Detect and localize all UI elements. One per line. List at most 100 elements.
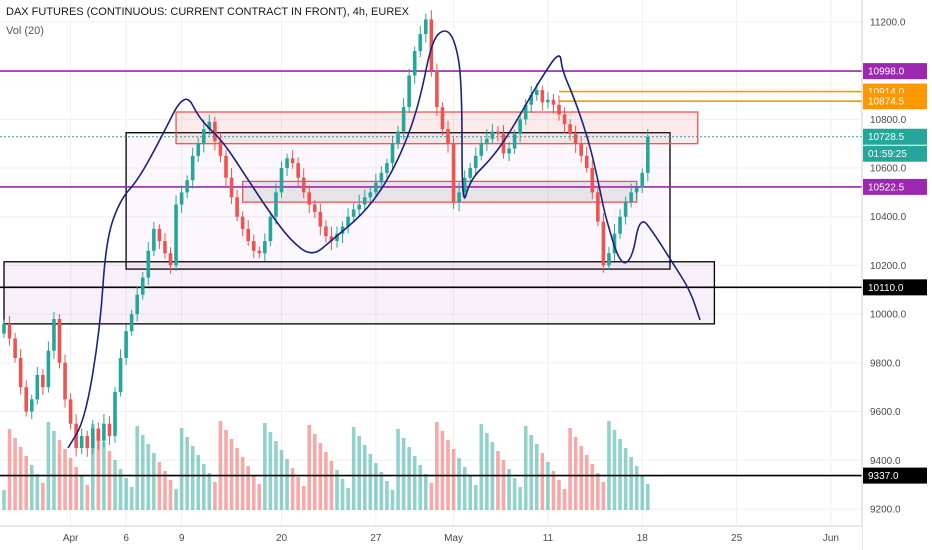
candle-body [451, 143, 456, 203]
volume-bar [468, 476, 472, 510]
volume-legend[interactable]: Vol (20) [6, 25, 44, 37]
volume-bar [74, 467, 78, 510]
zone-rectangle [241, 180, 638, 203]
volume-bar [507, 469, 511, 510]
candle-body [396, 131, 400, 144]
volume-bar [551, 471, 556, 510]
candle-body [385, 163, 389, 173]
zone-rectangle [175, 111, 699, 145]
volume-bar [146, 444, 151, 510]
time-axis[interactable]: Apr 6 9 20 27 May 11 18 25 Jun [0, 525, 862, 550]
candle-body [501, 133, 506, 154]
candle-body [346, 216, 350, 227]
price-axis[interactable]: 11200.011000.010800.010600.010400.010200… [861, 0, 932, 550]
volume-bar [418, 465, 423, 510]
volume-bar [601, 482, 606, 510]
volume-bar [607, 421, 611, 510]
candle-body [551, 99, 556, 105]
volume-bar [140, 435, 145, 510]
candle-body [629, 192, 633, 203]
level-tag-label: 10998.0 [868, 67, 905, 78]
volume-bar [135, 426, 139, 510]
candle-body [573, 133, 578, 144]
level-tag-label: 9337.0 [868, 471, 899, 482]
candle-body [529, 94, 534, 105]
volume-bar [68, 458, 73, 510]
candle-body [307, 192, 312, 205]
volume-bar [435, 422, 439, 510]
y-tick-label: 9600.0 [870, 407, 901, 418]
candle-body [190, 155, 195, 181]
volume-bar [257, 484, 262, 510]
symbol-legend[interactable]: DAX FUTURES (CONTINUOUS: CURRENT CONTRAC… [6, 6, 409, 18]
volume-bar [390, 490, 395, 510]
volume-bar [479, 424, 484, 510]
candle-body [435, 70, 439, 108]
volume-bar [379, 472, 384, 510]
volume-bar [512, 478, 517, 510]
volume-bar [240, 457, 245, 510]
volume-bar [246, 466, 250, 510]
candle-body [640, 172, 645, 188]
volume-bar [401, 438, 406, 510]
candle-body [429, 19, 434, 71]
candle-body [207, 121, 212, 130]
volume-bar [163, 471, 167, 510]
x-tick-label: 11 [543, 533, 554, 544]
volume-bar [152, 453, 156, 510]
x-tick-label: 25 [731, 533, 743, 544]
candle-body [246, 228, 250, 242]
volume-bar [396, 429, 400, 510]
volume-bar [546, 462, 550, 510]
volume-bar [124, 478, 128, 510]
volume-bar [535, 444, 539, 510]
countdown-label: 01:59:25 [868, 149, 907, 160]
y-tick-label: 10200.0 [870, 261, 907, 272]
volume-bar [118, 469, 123, 510]
volume-bar [596, 473, 600, 510]
candle-body [546, 99, 550, 103]
y-tick-label: 10400.0 [870, 212, 907, 223]
volume-bar [2, 490, 6, 510]
candle-body [113, 392, 117, 436]
candle-body [279, 168, 284, 193]
candle-body [418, 34, 423, 52]
candle-body [68, 399, 73, 424]
volume-bar [612, 430, 617, 510]
level-tag-label: 10914.0 [868, 87, 905, 98]
candle-body [646, 136, 650, 173]
volume-bar [318, 443, 323, 510]
candle-body [213, 121, 217, 142]
volume-bar [440, 431, 445, 510]
candle-body [590, 168, 595, 193]
volume-bar [568, 428, 572, 510]
candle-body [412, 51, 417, 76]
candle-body [579, 143, 583, 156]
volume-bar [113, 460, 117, 510]
candle-body [179, 192, 184, 205]
volume-bar [634, 466, 639, 510]
volume-bar [329, 461, 334, 510]
level-tag-label: 10874.5 [868, 97, 905, 108]
candle-body [623, 202, 628, 217]
candle-body [407, 75, 411, 108]
level-tag [863, 128, 927, 145]
volume-bar [407, 447, 411, 510]
volume-bar [340, 479, 345, 510]
level-tag-label: 10110.0 [868, 283, 904, 294]
volume-bar [218, 421, 223, 510]
candle-body [335, 233, 339, 242]
volume-bar [462, 467, 467, 510]
candle-body [485, 138, 489, 144]
candle-body [79, 435, 84, 449]
volume-bar [590, 464, 595, 510]
volume-bar [79, 476, 84, 510]
candle-body [285, 158, 289, 169]
volume-bar [374, 463, 378, 510]
volume-bar [424, 474, 428, 510]
candle-body [174, 204, 178, 266]
volume-bar [529, 435, 534, 510]
candle-body [91, 428, 95, 449]
candle-body [490, 131, 495, 139]
